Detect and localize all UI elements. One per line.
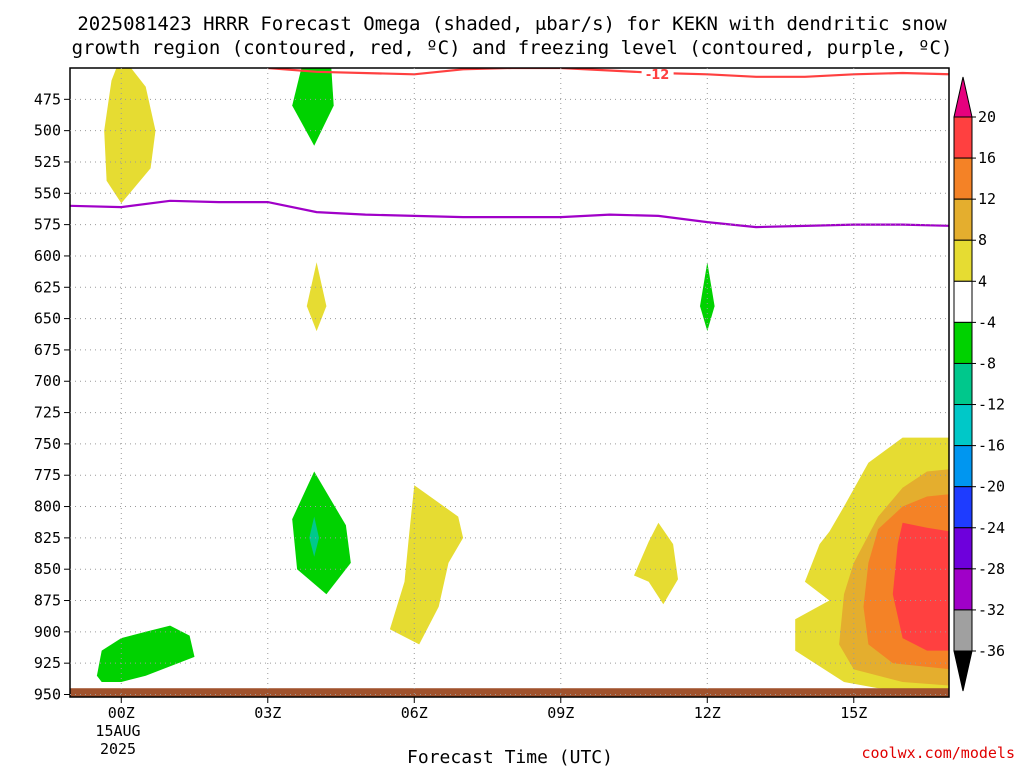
colorbar-segment [953, 321, 973, 364]
colorbar-segment [953, 404, 973, 447]
colorbar-segment [953, 198, 973, 241]
x-tick-label: 03Z [254, 704, 281, 722]
colorbar-label: -36 [978, 642, 1005, 660]
shaded-region-3 [700, 262, 715, 332]
colorbar-bottom-arrow [953, 650, 973, 692]
colorbar-segment [953, 609, 973, 652]
colorbar-segment [953, 239, 973, 282]
colorbar-segment [953, 116, 973, 159]
colorbar-segment [953, 568, 973, 611]
shaded-region-2 [306, 262, 327, 332]
colorbar-label: -4 [978, 313, 996, 331]
x-tick-label: 06Z [401, 704, 428, 722]
y-tick-label: 650 [34, 310, 61, 328]
y-tick-label: 550 [34, 184, 61, 202]
chart-title-line-1: 2025081423 HRRR Forecast Omega (shaded, … [77, 13, 947, 35]
y-tick-label: 950 [34, 685, 61, 703]
colorbar-segment [953, 157, 973, 200]
colorbar-label: 4 [978, 272, 987, 290]
contour-label: -12 [646, 68, 670, 83]
y-tick-label: 525 [34, 153, 61, 171]
y-axis-ticks: 475 500 525 550 575 600 625 650 675 700 725 750 775 8… [34, 90, 70, 703]
colorbar-label: -24 [978, 519, 1005, 537]
colorbar-label: -16 [978, 437, 1005, 455]
y-tick-label: 600 [34, 247, 61, 265]
shaded-region-0 [104, 68, 156, 204]
colorbar: 20 16 12 8 4 -4 -8 -12 -16 -20 -24 -28 -32 -36 [953, 76, 1005, 692]
x-tick-label: 15Z [840, 704, 867, 722]
terrain-band [70, 688, 949, 697]
colorbar-label: 20 [978, 108, 996, 126]
colorbar-label: -8 [978, 354, 996, 372]
colorbar-label: 16 [978, 149, 996, 167]
y-tick-label: 925 [34, 654, 61, 672]
plot-area: -12 [69, 67, 950, 698]
colorbar-segment [953, 486, 973, 529]
y-tick-label: 750 [34, 435, 61, 453]
y-tick-label: 800 [34, 498, 61, 516]
x-axis-label: Forecast Time (UTC) [407, 747, 613, 768]
colorbar-segment [953, 362, 973, 406]
shaded-region-1 [292, 68, 334, 146]
contour-line-1 [70, 199, 949, 229]
gridlines [70, 68, 949, 697]
colorbar-label: -32 [978, 601, 1005, 619]
colorbar-segment [953, 445, 973, 488]
y-tick-label: 900 [34, 623, 61, 641]
y-tick-label: 725 [34, 404, 61, 422]
shaded-region-7 [634, 522, 678, 605]
x-tick-label: 00Z [108, 704, 135, 722]
colorbar-label: -12 [978, 396, 1005, 414]
colorbar-label: -20 [978, 478, 1005, 496]
x-tick-label: 12Z [694, 704, 721, 722]
colorbar-label: 8 [978, 231, 987, 249]
y-tick-label: 675 [34, 341, 61, 359]
colorbar-label: -28 [978, 560, 1005, 578]
colorbar-segment [953, 527, 973, 570]
chart-title-line-2: growth region (contoured, red, ºC) and f… [72, 37, 953, 59]
x-date-label-day: 15AUG [95, 722, 140, 740]
shaded-region-6 [389, 485, 464, 645]
contour-line-0 [267, 68, 949, 78]
y-tick-label: 475 [34, 90, 61, 108]
shaded-region-4 [292, 471, 351, 595]
plot-frame [69, 67, 950, 698]
x-date-label-year: 2025 [100, 740, 136, 758]
y-tick-label: 825 [34, 529, 61, 547]
shaded-region-12 [892, 522, 949, 651]
colorbar-label: 12 [978, 190, 996, 208]
x-axis-ticks: 00Z 03Z 06Z 09Z 12Z 15Z [108, 697, 867, 722]
credit-text: coolwx.com/models [861, 744, 1015, 762]
x-tick-label: 09Z [547, 704, 574, 722]
y-tick-label: 625 [34, 278, 61, 296]
colorbar-top-arrow [953, 76, 973, 118]
colorbar-segment [953, 280, 973, 323]
y-tick-label: 500 [34, 122, 61, 140]
shaded-region-5 [309, 516, 319, 557]
y-tick-label: 875 [34, 592, 61, 610]
y-tick-label: 575 [34, 216, 61, 234]
y-tick-label: 850 [34, 560, 61, 578]
shaded-region-8 [96, 625, 195, 682]
y-tick-label: 700 [34, 372, 61, 390]
y-tick-label: 775 [34, 466, 61, 484]
